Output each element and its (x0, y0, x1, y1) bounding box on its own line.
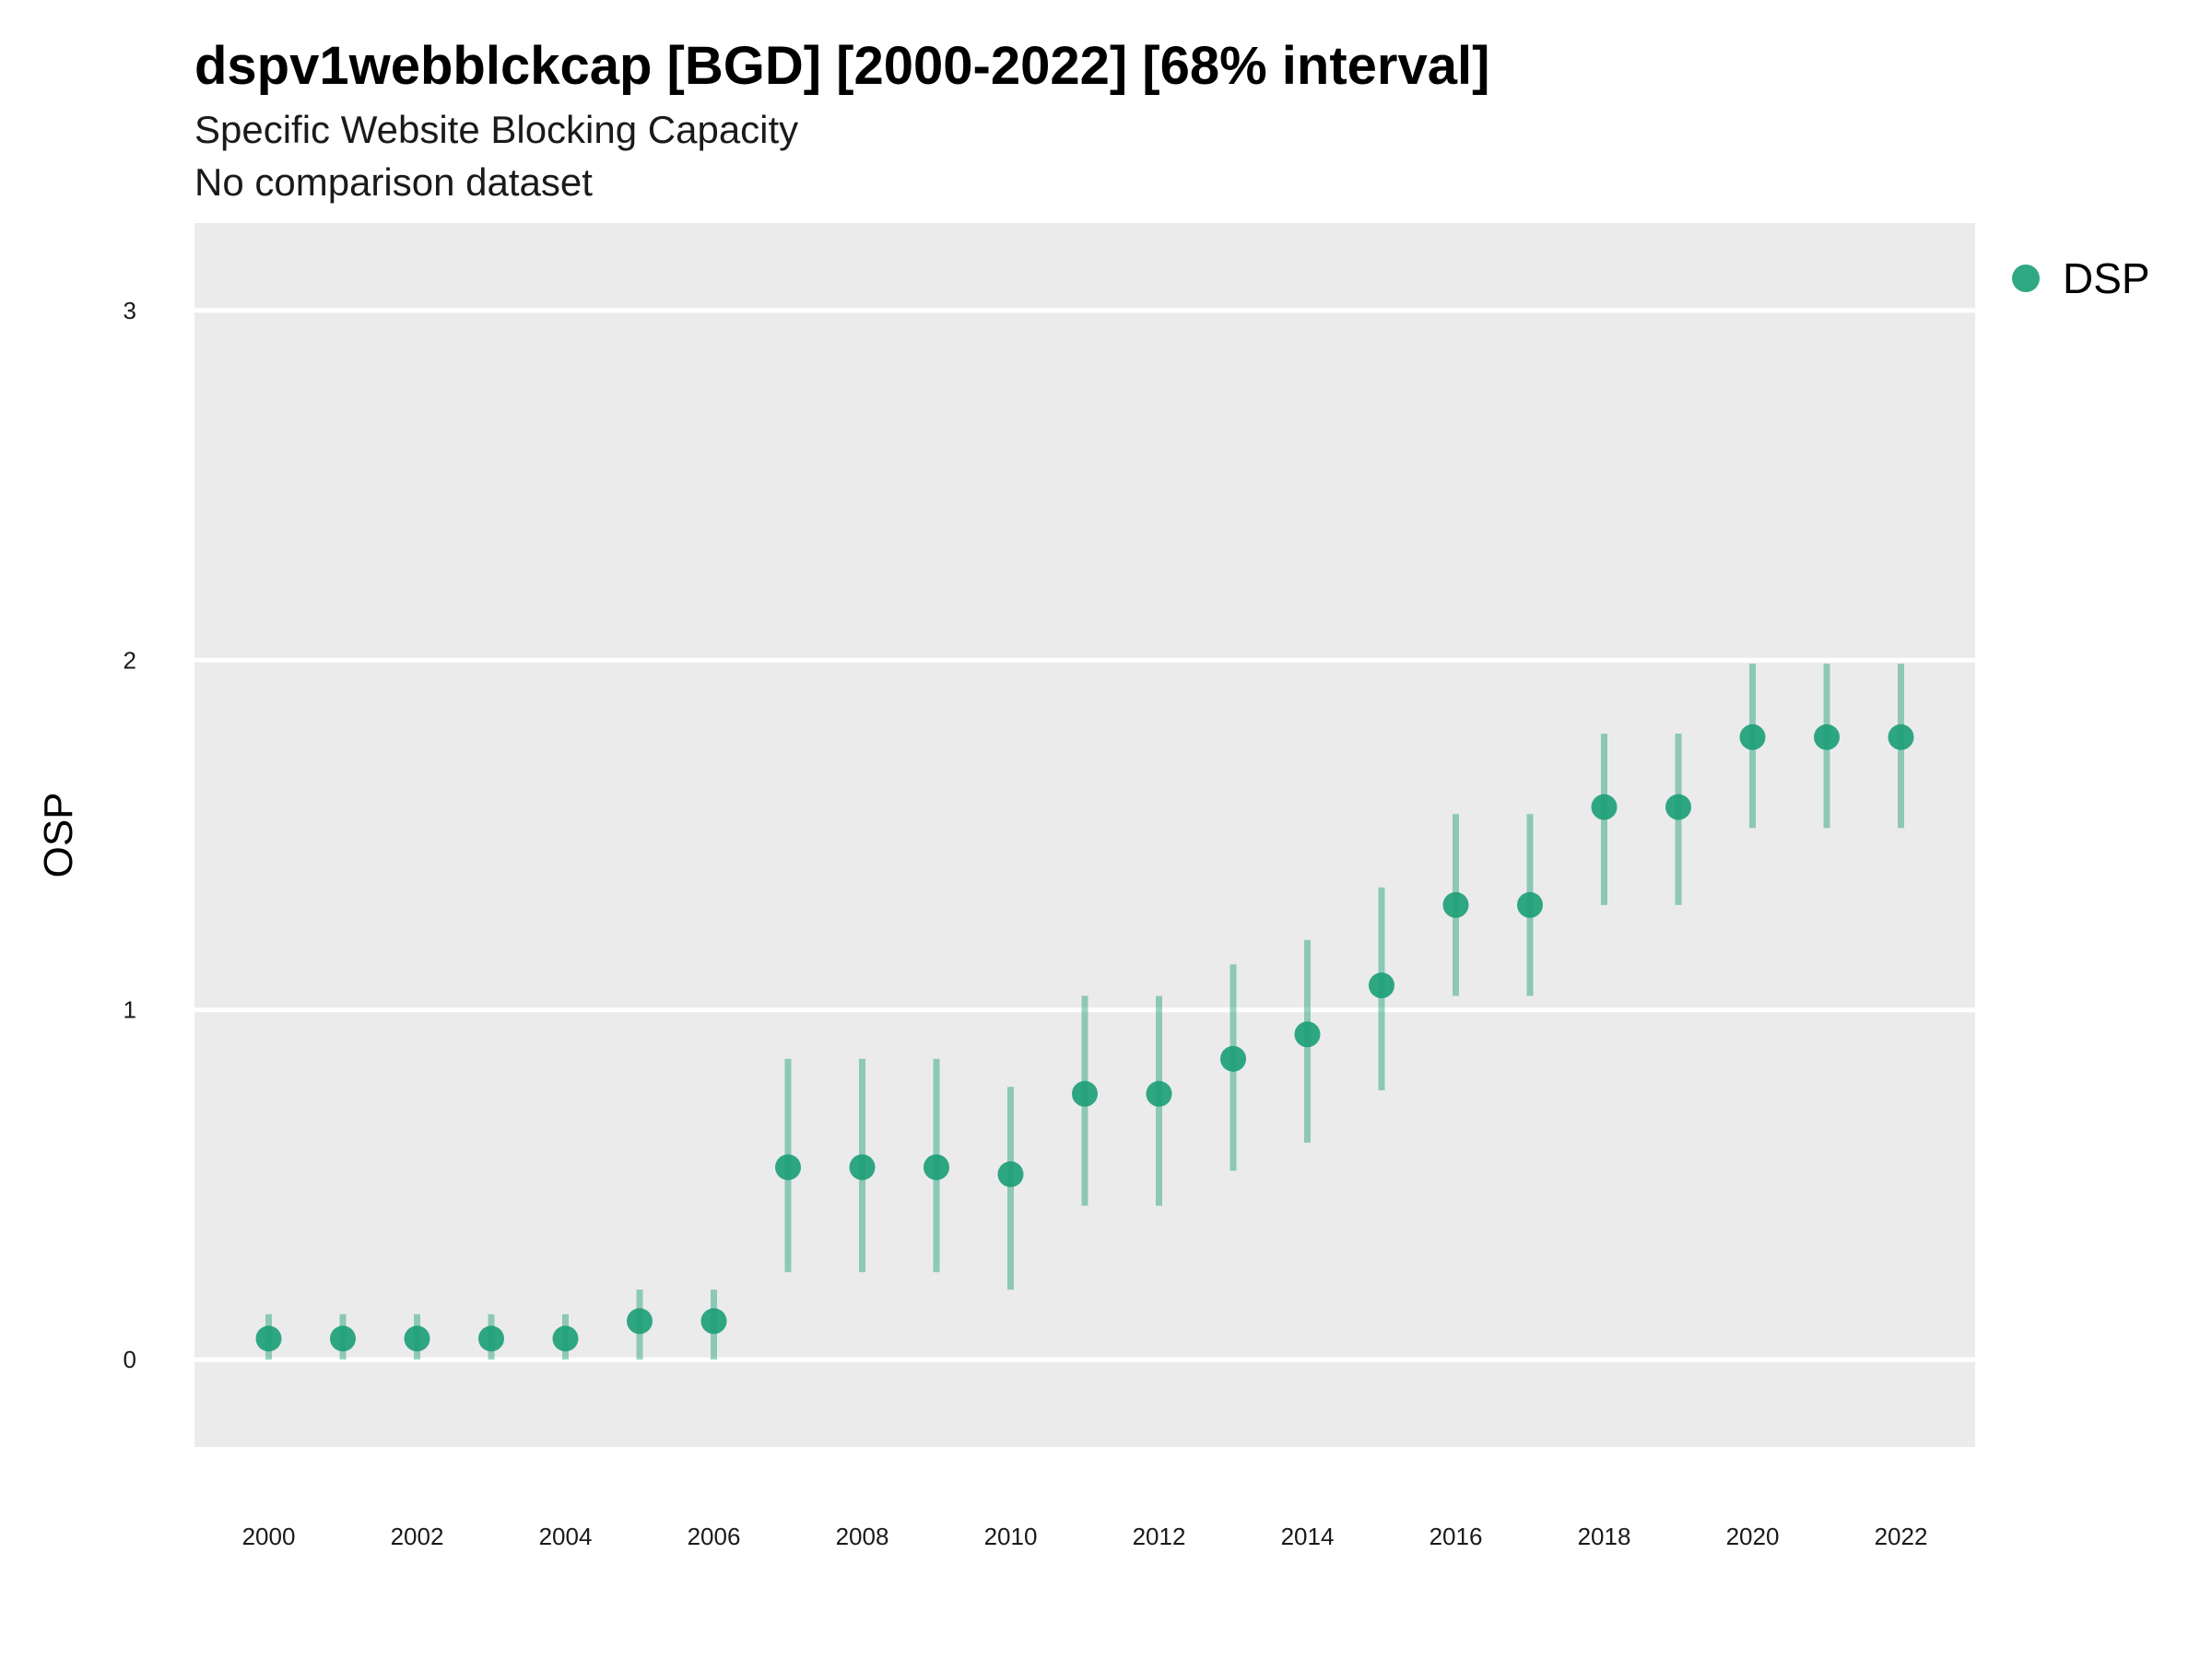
y-axis-title: OSP (36, 793, 81, 878)
data-point (1517, 891, 1543, 918)
data-point (478, 1325, 504, 1352)
chart-title: dspv1webblckcap [BGD] [2000-2022] [68% i… (194, 36, 1490, 96)
y-tick-label: 3 (124, 297, 136, 324)
data-point (1888, 724, 1914, 750)
data-point (849, 1154, 876, 1181)
data-point (1369, 972, 1394, 999)
data-point (997, 1161, 1024, 1188)
y-tick-label: 2 (124, 646, 136, 674)
x-tick-label: 2010 (984, 1523, 1038, 1550)
legend: DSP (2012, 254, 2150, 302)
y-axis: 0 1 2 3 (124, 297, 136, 1373)
x-tick-label: 2012 (1133, 1523, 1186, 1550)
y-tick-label: 1 (124, 996, 136, 1024)
data-point (330, 1325, 356, 1352)
chart-subtitle: Specific Website Blocking Capacity (194, 108, 799, 151)
data-point (1665, 794, 1691, 820)
data-point (1814, 724, 1840, 750)
plot-panel (194, 223, 1975, 1447)
data-point (255, 1325, 282, 1352)
data-point (1146, 1080, 1172, 1107)
x-tick-label: 2006 (688, 1523, 741, 1550)
legend-label: DSP (2063, 254, 2150, 302)
data-point (700, 1308, 727, 1335)
x-tick-label: 2000 (242, 1523, 296, 1550)
x-tick-label: 2014 (1281, 1523, 1335, 1550)
data-point (1591, 794, 1618, 820)
data-point (1220, 1045, 1246, 1072)
x-tick-label: 2002 (391, 1523, 444, 1550)
data-point (1739, 724, 1766, 750)
x-tick-label: 2020 (1726, 1523, 1780, 1550)
data-point (1442, 891, 1469, 918)
data-point (404, 1325, 430, 1352)
data-marks (255, 664, 1914, 1360)
data-point (924, 1154, 949, 1181)
x-tick-label: 2004 (539, 1523, 593, 1550)
chart-caption: No comparison dataset (194, 160, 593, 204)
data-point (1072, 1080, 1098, 1107)
x-tick-label: 2018 (1578, 1523, 1631, 1550)
data-point (1294, 1021, 1321, 1048)
data-point (627, 1308, 653, 1335)
x-tick-label: 2008 (836, 1523, 889, 1550)
y-tick-label: 0 (124, 1346, 136, 1373)
x-tick-label: 2016 (1430, 1523, 1483, 1550)
legend-key (2012, 265, 2040, 292)
x-axis: 2000 2002 2004 2006 2008 2010 2012 2014 2016 2018… (242, 1523, 1928, 1550)
data-point (775, 1154, 801, 1181)
x-tick-label: 2022 (1875, 1523, 1928, 1550)
data-point (552, 1325, 579, 1352)
grid-lines (194, 308, 1975, 1362)
